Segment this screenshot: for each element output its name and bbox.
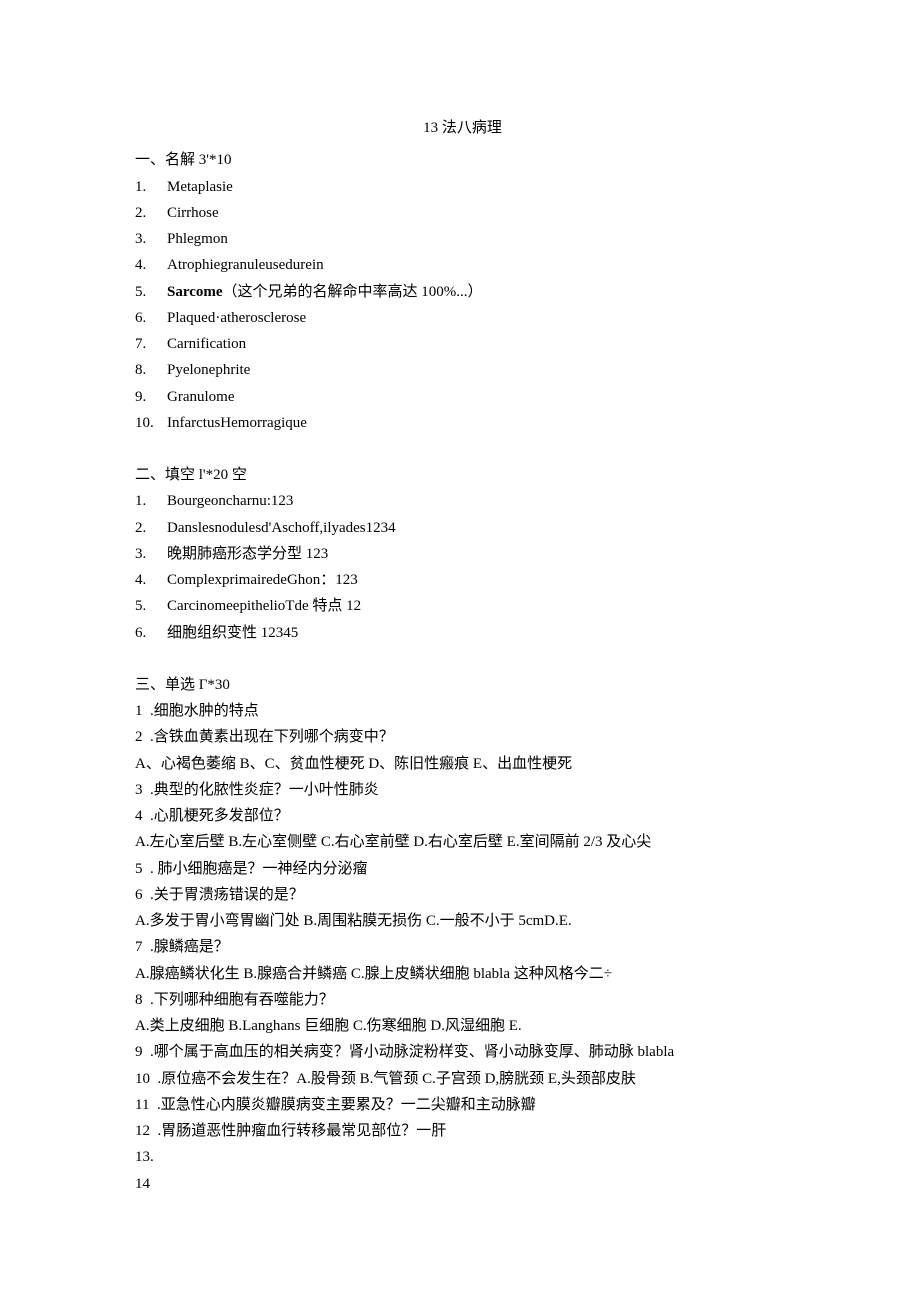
s3-line: 1 .细胞水肿的特点	[135, 698, 790, 724]
s3-line: 2 .含铁血黄素出现在下列哪个病变中？	[135, 724, 790, 750]
s2-item-6: 6.细胞组织变性 12345	[135, 620, 790, 646]
s2-item-1: 1.Bourgeoncharnu:123	[135, 488, 790, 514]
s3-line: 6 .关于胃溃疡错误的是？	[135, 882, 790, 908]
s3-line: 7 .腺鳞癌是？	[135, 934, 790, 960]
page-title: 13 法八病理	[135, 115, 790, 141]
s2-item-3: 3.晚期肺癌形态学分型 123	[135, 541, 790, 567]
s2-item-label: 晚期肺癌形态学分型 123	[167, 541, 328, 567]
s2-item-label: 细胞组织变性 12345	[167, 620, 298, 646]
s1-item-label: Atrophiegranuleusedurein	[167, 252, 324, 278]
s2-item-2: 2.Danslesnodulesd'Aschoff,ilyades1234	[135, 515, 790, 541]
s3-line: A、心褐色萎缩 B、C、贫血性梗死 D、陈旧性瘢痕 E、出血性梗死	[135, 751, 790, 777]
s3-line: A.类上皮细胞 B.Langhans 巨细胞 C.伤寒细胞 D.风湿细胞 E.	[135, 1013, 790, 1039]
section-2-header: 二、填空 l'*20 空	[135, 462, 790, 488]
s1-item-4: 4.Atrophiegranuleusedurein	[135, 252, 790, 278]
s1-item-label: Carnification	[167, 331, 246, 357]
s1-item-label: Metaplasie	[167, 174, 233, 200]
s1-item-6: 6.Plaqued·atherosclerose	[135, 305, 790, 331]
s3-line: A.左心室后壁 B.左心室侧壁 C.右心室前壁 D.右心室后壁 E.室间隔前 2…	[135, 829, 790, 855]
s3-line: 11 .亚急性心内膜炎瓣膜病变主要累及？一二尖瓣和主动脉瓣	[135, 1092, 790, 1118]
s1-item-1: 1.Metaplasie	[135, 174, 790, 200]
s2-item-4: 4.ComplexprimairedeGhon：123	[135, 567, 790, 593]
section-1-header: 一、名解 3'*10	[135, 147, 790, 173]
s3-line: 14	[135, 1171, 790, 1197]
s1-item-10: 10. InfarctusHemorragique	[135, 410, 790, 436]
section-3-header: 三、单选 Г*30	[135, 672, 790, 698]
s1-item-label: InfarctusHemorragique	[167, 410, 307, 436]
s1-item-7: 7.Carnification	[135, 331, 790, 357]
sarcome-bold: Sarcome	[167, 284, 223, 300]
s2-item-5: 5.CarcinomeepithelioTde 特点 12	[135, 593, 790, 619]
s3-line: 4 .心肌梗死多发部位？	[135, 803, 790, 829]
s3-line: 5 . 肺小细胞癌是？一神经内分泌瘤	[135, 856, 790, 882]
s3-line: A.多发于胃小弯胃幽门处 B.周围粘膜无损伤 C.一般不小于 5cmD.E.	[135, 908, 790, 934]
s2-item-label: Danslesnodulesd'Aschoff,ilyades1234	[167, 515, 396, 541]
s2-item-label: CarcinomeepithelioTde 特点 12	[167, 593, 361, 619]
sarcome-rest: （这个兄弟的名解命中率高达 100%...）	[223, 284, 483, 300]
s3-line: 3 .典型的化脓性炎症？一小叶性肺炎	[135, 777, 790, 803]
s3-line: 10 .原位癌不会发生在？A.股骨颈 B.气管颈 C.子宫颈 D,膀胱颈 E,头…	[135, 1066, 790, 1092]
s1-item-label: Sarcome（这个兄弟的名解命中率高达 100%...）	[167, 279, 483, 305]
s2-item-label: Bourgeoncharnu:123	[167, 488, 293, 514]
s3-line: 12 .胃肠道恶性肿瘤血行转移最常见部位？一肝	[135, 1118, 790, 1144]
s1-item-2: 2.Cirrhose	[135, 200, 790, 226]
s3-line: A.腺癌鳞状化生 B.腺癌合并鳞癌 C.腺上皮鳞状细胞 blabla 这种风格今…	[135, 961, 790, 987]
s3-line: 13.	[135, 1144, 790, 1170]
s1-item-label: Cirrhose	[167, 200, 219, 226]
s3-line: 9 .哪个属于高血压的相关病变？肾小动脉淀粉样变、肾小动脉变厚、肺动脉 blab…	[135, 1039, 790, 1065]
s1-item-3: 3.Phlegmon	[135, 226, 790, 252]
s2-item-label: ComplexprimairedeGhon：123	[167, 567, 358, 593]
s1-item-9: 9.Granulome	[135, 384, 790, 410]
s1-item-5: 5.Sarcome（这个兄弟的名解命中率高达 100%...）	[135, 279, 790, 305]
s1-item-8: 8.Pyelonephrite	[135, 357, 790, 383]
s1-item-label: Pyelonephrite	[167, 357, 250, 383]
s3-line: 8 .下列哪种细胞有吞噬能力？	[135, 987, 790, 1013]
s1-item-label: Plaqued·atherosclerose	[167, 305, 306, 331]
s1-item-label: Phlegmon	[167, 226, 228, 252]
s1-item-label: Granulome	[167, 384, 234, 410]
